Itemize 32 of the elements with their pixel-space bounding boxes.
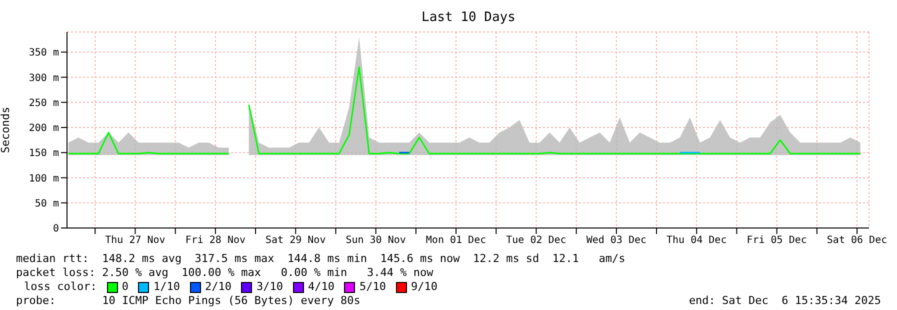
x-tick-label: Mon 01 Dec bbox=[426, 235, 486, 246]
legend-label: 3/10 bbox=[256, 280, 283, 294]
x-tick-label: Tue 02 Dec bbox=[506, 235, 566, 246]
legend-label: 0 bbox=[122, 280, 128, 294]
y-tick-label: 50 m bbox=[34, 198, 59, 210]
y-tick-label: 200 m bbox=[28, 123, 59, 134]
y-tick-label: 300 m bbox=[28, 72, 59, 84]
y-tick-label: 150 m bbox=[28, 148, 59, 160]
x-tick-label: Wed 03 Dec bbox=[586, 235, 647, 246]
legend-label: 4/10 bbox=[308, 280, 334, 294]
y-tick-label: 350 m bbox=[28, 48, 59, 59]
y-axis-title: Seconds bbox=[0, 106, 12, 154]
text: end: Sat Dec 6 15:35:34 2025 bbox=[688, 294, 881, 308]
y-tick-label: 0 bbox=[52, 224, 59, 235]
legend-label: 5/10 bbox=[359, 280, 386, 294]
text: median rtt: 148.2 ms avg 317.5 ms max 144.8 ms min 145.6 ms now 12.2 ms sd 12.1 am/s bbox=[16, 252, 626, 266]
y-tick-label: 250 m bbox=[28, 98, 59, 109]
x-tick-label: Fri 05 Dec bbox=[746, 235, 807, 246]
legend-label: 2/10 bbox=[204, 280, 232, 294]
x-tick-label: Fri 28 Nov bbox=[185, 235, 246, 246]
x-tick-label: Sun 30 Nov bbox=[346, 235, 406, 246]
text: probe: 10 ICMP Echo Pings (56 Bytes) every 80s bbox=[16, 294, 360, 308]
chart-title: Last 10 Days bbox=[420, 10, 516, 27]
text: packet loss: 2.50 % avg 100.00 % max 0.00 % min 3.44 % now bbox=[16, 266, 434, 280]
y-tick-label: 100 m bbox=[28, 173, 59, 184]
x-tick-label: Sat 06 Dec bbox=[826, 235, 888, 246]
legend-label: 9/10 bbox=[410, 280, 438, 294]
x-tick-label: Thu 04 Dec bbox=[666, 235, 727, 246]
x-tick-label: Sat 29 Nov bbox=[266, 235, 326, 246]
x-tick-label: Thu 27 Nov bbox=[105, 235, 166, 246]
legend-title: loss color: bbox=[24, 280, 97, 294]
legend-label: 1/10 bbox=[153, 280, 180, 294]
